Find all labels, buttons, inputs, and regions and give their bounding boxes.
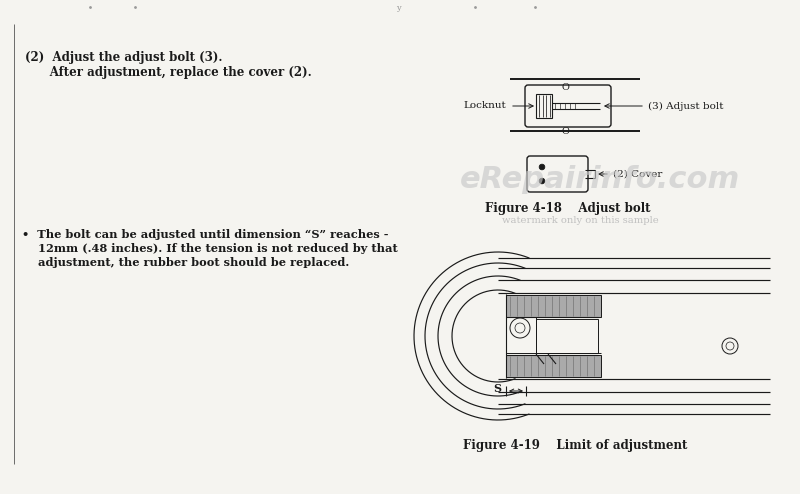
Text: (2)  Adjust the adjust bolt (3).: (2) Adjust the adjust bolt (3). [25, 51, 222, 64]
Text: y: y [396, 4, 400, 12]
Circle shape [539, 178, 545, 184]
FancyBboxPatch shape [527, 156, 588, 192]
Circle shape [510, 318, 530, 338]
Bar [536, 94, 552, 118]
Circle shape [515, 323, 525, 333]
Text: O: O [561, 83, 569, 92]
Text: watermark only on this sample: watermark only on this sample [502, 216, 658, 225]
Text: 12mm (.48 inches). If the tension is not reduced by that: 12mm (.48 inches). If the tension is not… [22, 243, 398, 254]
Circle shape [722, 338, 738, 354]
Text: Figure 4-19    Limit of adjustment: Figure 4-19 Limit of adjustment [463, 439, 687, 452]
Text: (2) Cover: (2) Cover [613, 169, 662, 178]
Text: eRepairinfo.com: eRepairinfo.com [460, 165, 740, 194]
FancyBboxPatch shape [525, 85, 611, 127]
Text: adjustment, the rubber boot should be replaced.: adjustment, the rubber boot should be re… [22, 257, 350, 268]
Bar [506, 295, 601, 317]
Text: Figure 4-18    Adjust bolt: Figure 4-18 Adjust bolt [486, 202, 650, 215]
Circle shape [539, 164, 545, 170]
Text: •  The bolt can be adjusted until dimension “S” reaches -: • The bolt can be adjusted until dimensi… [22, 229, 389, 240]
Text: O: O [561, 127, 569, 136]
Text: S: S [493, 383, 501, 395]
Circle shape [726, 342, 734, 350]
Text: After adjustment, replace the cover (2).: After adjustment, replace the cover (2). [25, 66, 312, 79]
Bar [506, 355, 601, 377]
Bar [536, 319, 598, 353]
Text: (3) Adjust bolt: (3) Adjust bolt [648, 101, 723, 111]
Text: Locknut: Locknut [463, 101, 506, 111]
